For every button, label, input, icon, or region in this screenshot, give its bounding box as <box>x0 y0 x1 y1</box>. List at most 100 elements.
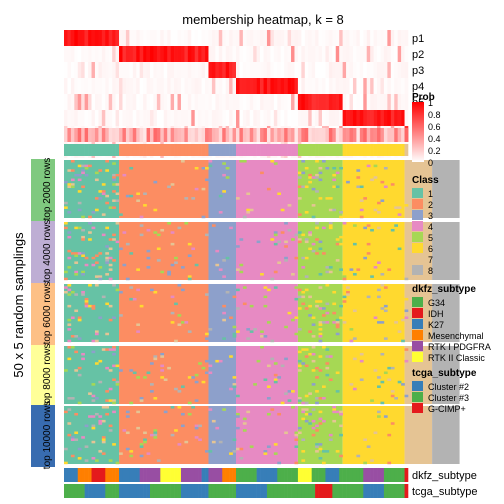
membership-cell <box>315 173 319 177</box>
membership-cell <box>81 171 85 175</box>
class-cell <box>187 144 192 156</box>
prob-cell <box>315 62 319 78</box>
prob-cell <box>328 46 333 62</box>
prob-cell <box>349 110 354 126</box>
dkfz-cell <box>150 468 154 482</box>
silhouette-cell <box>191 128 196 142</box>
membership-cell <box>294 438 299 441</box>
prob-cell <box>194 110 199 126</box>
prob-cell <box>167 62 171 78</box>
prob-cell <box>332 46 337 62</box>
class-cell <box>153 144 158 156</box>
membership-cell <box>297 240 302 244</box>
membership-cell <box>342 222 347 225</box>
membership-cell <box>366 252 371 255</box>
prob-cell <box>370 94 374 110</box>
membership-cell <box>74 254 79 257</box>
membership-cell <box>91 211 96 214</box>
prob-row-label: p3 <box>412 65 424 77</box>
dkfz-cell <box>380 468 385 482</box>
membership-cell <box>325 321 330 324</box>
membership-cell <box>112 233 116 237</box>
tcga-cell <box>81 484 85 498</box>
prob-cell <box>170 78 175 94</box>
membership-cell <box>115 199 120 202</box>
prob-cell <box>394 46 398 62</box>
membership-block <box>208 160 236 218</box>
prob-cell <box>342 46 347 62</box>
membership-cell <box>194 399 199 402</box>
tcga-legend-swatch <box>412 381 423 391</box>
tcga-cell <box>352 484 357 498</box>
membership-cell <box>153 397 158 400</box>
class-cell <box>370 144 374 156</box>
prob-cell <box>98 62 103 78</box>
class-cell <box>301 144 306 156</box>
prob-cell <box>174 30 178 46</box>
prob-cell <box>205 30 209 46</box>
dkfz-cell <box>246 468 251 482</box>
prob-cell <box>74 30 79 46</box>
dkfz-cell <box>163 468 168 482</box>
membership-cell <box>335 238 340 241</box>
membership-cell <box>266 397 271 400</box>
prob-cell <box>211 78 216 94</box>
tcga-cell <box>108 484 113 498</box>
membership-cell <box>401 383 405 386</box>
tcga-cell <box>304 484 309 498</box>
membership-cell <box>91 440 96 444</box>
membership-cell <box>325 270 330 274</box>
membership-cell <box>359 352 364 356</box>
membership-cell <box>284 259 288 262</box>
prob-cell <box>177 46 182 62</box>
membership-cell <box>218 211 223 214</box>
membership-cell <box>184 197 189 200</box>
membership-cell <box>246 337 251 340</box>
prob-cell <box>64 94 68 110</box>
silhouette-cell <box>74 128 79 142</box>
prob-cell <box>287 110 292 126</box>
membership-cell <box>146 228 151 232</box>
membership-cell <box>98 190 103 193</box>
prob-cell <box>346 30 350 46</box>
prob-cell <box>205 46 209 62</box>
dkfz-cell <box>143 468 147 482</box>
dkfz-cell <box>304 468 309 482</box>
membership-cell <box>325 284 330 287</box>
row-band <box>31 283 55 345</box>
membership-cell <box>363 256 368 260</box>
membership-cell <box>105 348 110 351</box>
membership-cell <box>325 266 330 269</box>
class-cell <box>174 144 178 156</box>
membership-cell <box>315 226 319 230</box>
prob-cell <box>70 110 75 126</box>
prob-cell <box>356 94 361 110</box>
prob-tick-label: 0.2 <box>428 146 441 156</box>
membership-cell <box>270 160 275 163</box>
membership-cell <box>256 359 261 363</box>
dkfz-cell <box>122 468 127 482</box>
prob-cell <box>328 94 333 110</box>
membership-cell <box>205 293 209 296</box>
prob-cell <box>205 78 209 94</box>
membership-cell <box>112 410 116 414</box>
membership-cell <box>346 290 350 294</box>
membership-cell <box>315 222 319 225</box>
prob-cell <box>146 30 151 46</box>
prob-cell <box>366 110 371 126</box>
membership-cell <box>332 166 337 170</box>
dkfz-cell <box>64 468 68 482</box>
dkfz-cell <box>208 468 213 482</box>
prob-cell <box>239 110 244 126</box>
tcga-cell <box>253 484 257 498</box>
membership-cell <box>301 256 306 260</box>
membership-cell <box>301 266 306 269</box>
silhouette-cell <box>304 128 309 142</box>
prob-cell <box>101 110 106 126</box>
class-cell <box>129 144 134 156</box>
class-cell <box>266 144 271 156</box>
membership-cell <box>67 293 72 296</box>
prob-cell <box>112 30 116 46</box>
class-cell <box>236 144 240 156</box>
prob-cell <box>156 30 161 46</box>
